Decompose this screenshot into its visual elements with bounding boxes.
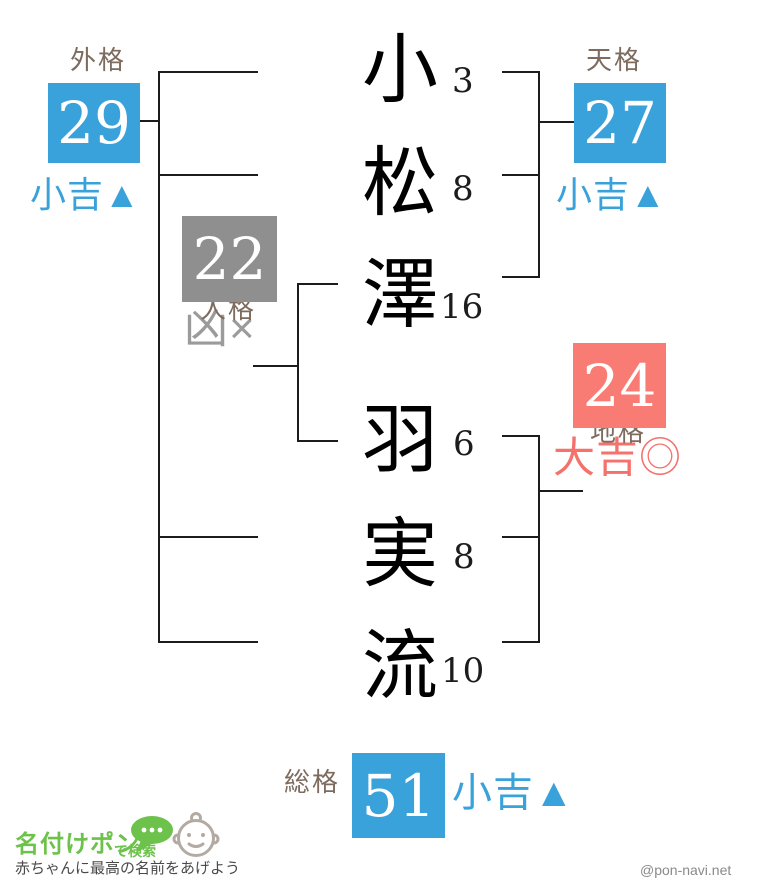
name-char-1: 小	[362, 25, 438, 114]
tenkaku-bracket-vline	[538, 71, 540, 278]
soukaku-label: 総格	[284, 767, 341, 797]
tenkaku-stub-2	[502, 174, 538, 176]
brand-logo-art	[131, 812, 220, 857]
name-char-4: 羽	[362, 395, 438, 484]
chikaku-stub-3	[502, 641, 538, 643]
jinkaku-bracket-vline	[297, 283, 299, 442]
chikaku-stub-1	[502, 435, 538, 437]
brand-suffix: で検索	[114, 843, 156, 859]
soukaku-value-box: 51	[352, 753, 445, 838]
stroke-count-5: 8	[453, 537, 475, 577]
jinkaku-result: 凶×	[184, 304, 256, 353]
name-char-3: 澤	[362, 250, 438, 339]
jinkaku-stub-1	[297, 283, 338, 285]
name-char-2: 松	[362, 138, 438, 227]
soukaku-result: 小吉▲	[452, 771, 575, 815]
brand-tagline: 赤ちゃんに最高の名前をあげよう	[15, 860, 241, 877]
speech-bubble-icon	[131, 816, 173, 853]
gaikaku-stub-4	[158, 641, 258, 643]
tenkaku-label: 天格	[586, 45, 643, 75]
tenkaku-stub-1	[502, 71, 538, 73]
chikaku-box-connector	[538, 490, 583, 492]
jinkaku-stub-2	[297, 440, 338, 442]
stroke-count-6: 10	[441, 651, 485, 691]
name-char-5: 実	[362, 509, 438, 598]
chikaku-stub-2	[502, 536, 538, 538]
chikaku-value-box: 24	[573, 343, 666, 428]
brand-name: 名付けポン	[15, 831, 140, 858]
site-credit: @pon-navi.net	[640, 862, 732, 878]
stroke-count-2: 8	[452, 169, 474, 209]
gaikaku-bracket-vline	[158, 71, 160, 643]
stroke-count-1: 3	[452, 61, 474, 101]
gaikaku-stub-2	[158, 174, 258, 176]
gaikaku-stub-1	[158, 71, 258, 73]
baby-face-icon	[172, 812, 220, 857]
stroke-count-4: 6	[453, 424, 475, 464]
chikaku-result: 大吉◎	[553, 434, 683, 481]
gaikaku-stub-3	[158, 536, 258, 538]
name-char-6: 流	[362, 621, 438, 710]
jinkaku-value-box: 22	[182, 216, 277, 302]
stroke-count-3: 16	[440, 287, 484, 327]
tenkaku-box-connector	[538, 121, 574, 123]
gaikaku-value-box: 29	[48, 83, 140, 163]
gaikaku-label: 外格	[70, 45, 127, 75]
gaikaku-result: 小吉▲	[30, 174, 141, 215]
tenkaku-stub-3	[502, 276, 538, 278]
tenkaku-value-box: 27	[574, 83, 666, 163]
tenkaku-result: 小吉▲	[556, 174, 667, 215]
gaikaku-box-connector	[139, 120, 158, 122]
jinkaku-box-connector	[253, 365, 297, 367]
chikaku-bracket-vline	[538, 435, 540, 643]
